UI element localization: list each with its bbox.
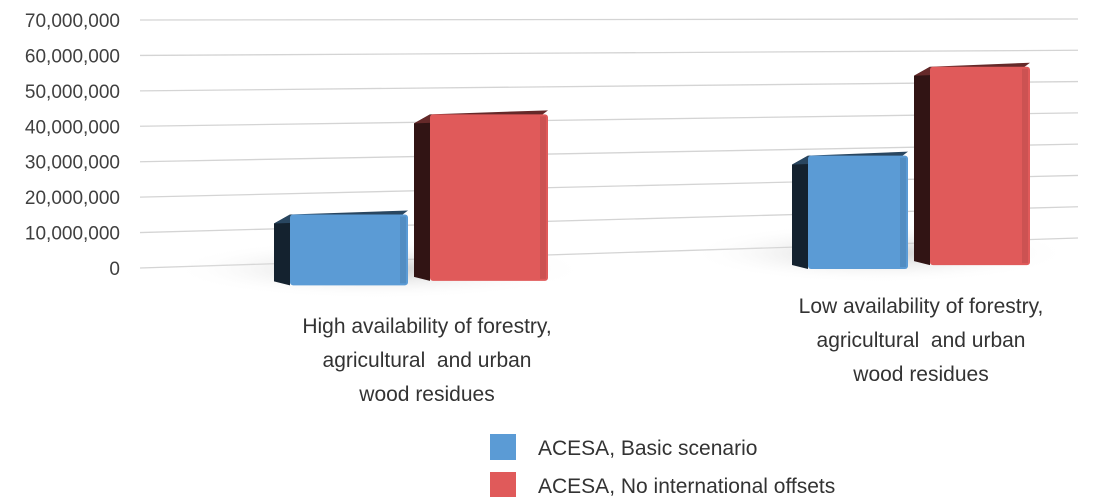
y-tick-label: 40,000,000 (25, 117, 120, 138)
category-label-1: wood residues (852, 363, 988, 386)
y-tick-label: 30,000,000 (25, 153, 120, 174)
legend-swatch (490, 472, 516, 497)
bar-0-1 (430, 114, 548, 281)
bar-highlight (400, 216, 406, 284)
bar-side-1-1 (914, 66, 930, 266)
bar-side-0-0 (274, 214, 290, 286)
bar-side-1-0 (792, 155, 808, 270)
legend: ACESA, Basic scenario ACESA, No internati… (490, 434, 835, 497)
category-label-0: agricultural and urban (323, 349, 532, 372)
gridline (139, 18, 1079, 21)
bar-side-0-1 (414, 114, 430, 281)
y-tick-label: 0 (109, 259, 120, 280)
y-tick-label: 50,000,000 (25, 82, 120, 103)
bar-0-0 (290, 214, 408, 286)
bar-1-1 (930, 66, 1030, 266)
bar-highlight (900, 157, 906, 268)
y-tick-label: 20,000,000 (25, 188, 120, 209)
legend-label: ACESA, No international offsets (538, 475, 835, 497)
category-label-1: Low availability of forestry, (799, 295, 1044, 318)
bar-highlight (540, 116, 546, 279)
category-label-0: wood residues (358, 383, 494, 406)
y-tick-label: 70,000,000 (25, 11, 120, 32)
bar-1-0 (808, 155, 908, 270)
bars (274, 62, 1030, 286)
bar-highlight (1022, 68, 1028, 264)
legend-swatch (490, 434, 516, 460)
gridline (139, 49, 1079, 57)
y-axis: 70,000,000 60,000,000 50,000,000 40,000,000… (25, 11, 120, 280)
x-axis-categories: High availability of forestry, agricultur… (302, 295, 1043, 406)
legend-label: ACESA, Basic scenario (538, 437, 757, 460)
category-label-0: High availability of forestry, (302, 315, 551, 338)
y-tick-label: 10,000,000 (25, 224, 120, 245)
category-label-1: agricultural and urban (817, 329, 1026, 352)
y-tick-label: 60,000,000 (25, 46, 120, 67)
